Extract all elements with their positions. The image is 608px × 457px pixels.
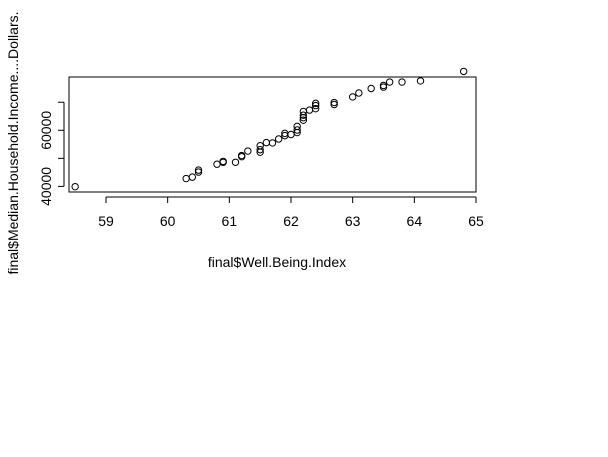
data-point [188,173,197,181]
data-point [355,89,363,97]
x-axis: 59 60 61 62 63 64 65 [98,196,484,229]
data-point [311,104,320,113]
y-tick-label: 40000 [38,167,54,206]
y-axis-title: final$Median.Household.Income....Dollars… [5,11,21,274]
x-tick-label: 65 [468,213,484,229]
x-tick-label: 62 [283,213,299,229]
data-point [311,99,320,108]
data-point [256,145,264,154]
data-point [293,122,301,131]
data-point [194,166,203,174]
data-point [416,77,425,85]
data-point [256,142,264,150]
data-point [71,182,79,191]
x-tick-label: 63 [345,213,361,229]
data-point [311,101,320,110]
data-point [231,158,240,166]
data-point [244,147,252,155]
data-point [348,93,357,101]
x-tick-label: 64 [407,213,423,229]
data-point [459,67,468,76]
plot-frame [68,76,477,193]
y-tick-label: 60000 [38,111,54,150]
x-axis-title: final$Well.Being.Index [208,254,346,270]
data-point [268,139,277,147]
x-tick-label: 59 [98,213,114,229]
x-tick-label: 61 [222,213,238,229]
data-point [398,78,406,86]
data-point [330,100,338,109]
data-point [293,126,301,134]
data-points [71,67,468,191]
x-tick-label: 60 [160,213,176,229]
data-point [330,98,338,107]
data-point [379,81,388,90]
data-point [274,135,283,143]
data-point [194,168,203,176]
data-point [237,151,246,160]
data-point [385,78,394,86]
data-point [367,84,375,93]
data-point [219,157,227,166]
data-point [299,116,308,124]
data-point [299,111,308,119]
y-axis: 40000 60000 [38,101,65,206]
